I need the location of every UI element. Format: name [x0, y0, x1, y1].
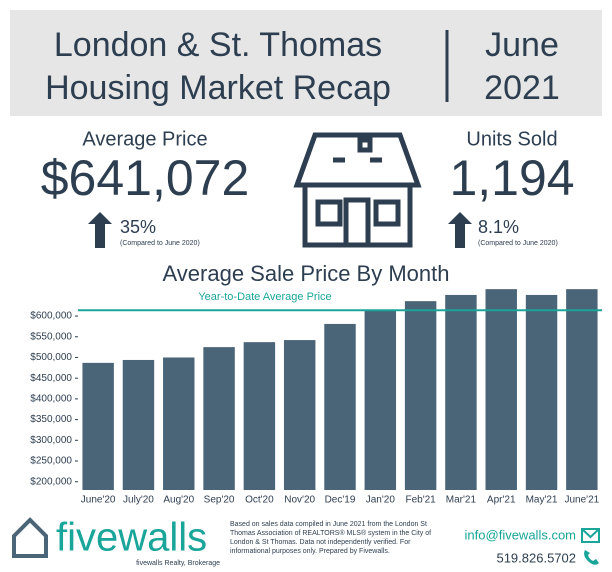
x-tick-label: July'20 — [123, 495, 154, 506]
y-tick-label: $350,000 — [30, 414, 72, 425]
y-tick-label: $250,000 — [30, 456, 72, 467]
stat-value: $641,072 — [41, 150, 250, 206]
x-tick-label: Jan'20 — [366, 495, 396, 506]
stat-note: (Compared to June 2020) — [478, 240, 558, 247]
bar — [163, 357, 195, 490]
y-tick-label: $550,000 — [30, 331, 72, 342]
x-tick-label: Feb'21 — [405, 495, 436, 506]
x-tick-label: Apr'21 — [487, 495, 516, 506]
y-tick-label: $300,000 — [30, 435, 72, 446]
y-tick-label: $450,000 — [30, 373, 72, 384]
bar — [404, 301, 437, 490]
x-tick-label: June'20 — [81, 495, 116, 506]
title-line: London & St. Thomas — [54, 26, 382, 64]
bar — [324, 323, 356, 490]
bar — [364, 310, 397, 490]
mail-icon — [581, 528, 600, 543]
brand-sub: fivewalls Realty, Brokerage — [136, 560, 220, 567]
up-arrow — [448, 212, 472, 248]
disclaimer: informational purposes only. Prepared by… — [230, 548, 390, 555]
disclaimer: London & St Thomas. Data not independent… — [230, 539, 411, 546]
bar — [203, 347, 235, 490]
month: June — [485, 26, 559, 64]
reference-label: Year-to-Date Average Price — [198, 291, 331, 303]
phone-icon — [584, 550, 599, 565]
stat-value: 1,194 — [449, 150, 574, 206]
bar — [243, 342, 276, 490]
house-icon — [293, 132, 422, 248]
bar — [566, 289, 598, 490]
y-tick-label: $500,000 — [30, 352, 72, 363]
stat-label: Units Sold — [466, 128, 557, 150]
y-tick-label: $600,000 — [30, 311, 72, 322]
y-tick-label: $200,000 — [30, 476, 72, 487]
bar — [445, 294, 477, 490]
bar — [525, 294, 558, 490]
title-line: Housing Market Recap — [45, 69, 391, 107]
disclaimer: Thomas Association of REALTORS® MLS® sys… — [230, 529, 431, 537]
year: 2021 — [484, 69, 560, 107]
bar — [485, 289, 517, 490]
x-tick-label: Mar'21 — [446, 495, 477, 506]
x-tick-label: June'21 — [564, 495, 599, 506]
phone[interactable]: 519.826.5702 — [496, 550, 576, 565]
bar — [283, 340, 316, 490]
x-tick-label: Aug'20 — [163, 495, 194, 506]
bar — [122, 359, 155, 490]
x-tick-label: Dec'19 — [325, 495, 356, 506]
bar — [82, 362, 114, 490]
x-tick-label: Sep'20 — [204, 495, 235, 506]
y-tick-label: $400,000 — [30, 394, 72, 405]
chart-title: Average Sale Price By Month — [163, 261, 450, 286]
disclaimer: Based on sales data compiled in June 202… — [230, 521, 427, 528]
x-tick-label: Oct'20 — [245, 495, 274, 506]
stat-label: Average Price — [82, 128, 207, 150]
email[interactable]: info@fivewalls.com — [465, 527, 576, 542]
brand: fivewalls — [56, 516, 207, 560]
x-tick-label: Nov'20 — [284, 495, 315, 506]
logo-icon — [12, 517, 48, 558]
stat-change: 35% — [120, 217, 156, 237]
stat-note: (Compared to June 2020) — [120, 240, 200, 247]
up-arrow — [88, 212, 112, 248]
stat-change: 8.1% — [478, 217, 519, 237]
header-bg — [10, 10, 602, 116]
x-tick-label: May'21 — [526, 495, 558, 506]
mail-icon — [581, 528, 600, 539]
